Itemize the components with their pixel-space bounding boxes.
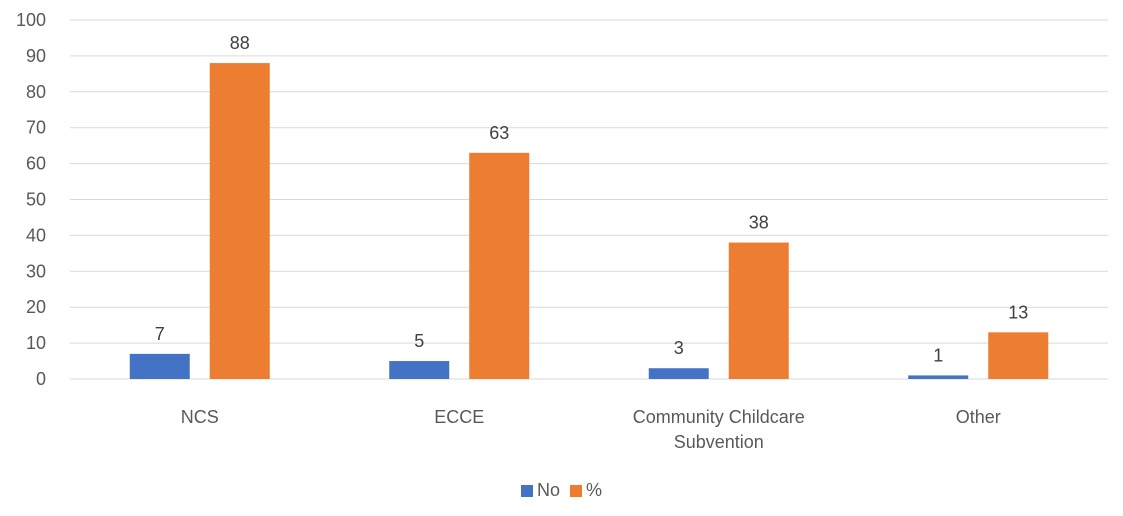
bar [389,361,450,379]
legend-item-no: No [520,480,560,501]
data-label: 1 [933,345,943,365]
y-tick-label: 20 [26,297,46,317]
data-label: 7 [155,324,165,344]
bar [728,242,789,379]
legend-swatch-percent [570,484,582,497]
legend: No % [0,480,1123,501]
x-tick-label: Subvention [674,432,764,452]
data-label: 13 [1008,302,1028,322]
y-tick-label: 60 [26,154,46,174]
legend-label-no: No [536,480,560,500]
y-tick-label: 90 [26,46,46,66]
bar-chart: 0 10 20 30 40 50 60 70 80 90 100 7 88 5 63 3 38 1 13 NCS E… [16,10,1108,452]
x-tick-label: Other [956,407,1001,427]
x-axis: NCS ECCE Community Childcare Subvention Othe… [181,407,1001,452]
legend-item-percent: % [570,480,602,501]
bar [988,332,1049,379]
x-tick-label: NCS [181,407,219,427]
data-labels: 7 88 5 63 3 38 1 13 [155,33,1029,365]
y-axis: 0 10 20 30 40 50 60 70 80 90 100 [16,10,46,389]
y-tick-label: 100 [16,10,46,30]
bar [469,152,530,379]
bar [908,375,969,379]
bar [648,368,709,379]
y-tick-label: 40 [26,225,46,245]
legend-swatch-no [520,484,533,497]
bar [209,63,270,380]
data-label: 3 [674,338,684,358]
y-tick-label: 70 [26,118,46,138]
y-tick-label: 0 [36,369,46,389]
bar [129,353,190,379]
data-label: 63 [489,123,509,143]
y-tick-label: 80 [26,82,46,102]
bars [129,63,1049,380]
legend-label-percent: % [586,480,603,500]
y-tick-label: 30 [26,261,46,281]
data-label: 88 [230,33,250,53]
y-tick-label: 50 [26,190,46,210]
data-label: 5 [414,331,424,351]
data-label: 38 [749,213,769,233]
y-tick-label: 10 [26,333,46,353]
x-tick-label: ECCE [434,407,484,427]
x-tick-label: Community Childcare [633,407,805,427]
